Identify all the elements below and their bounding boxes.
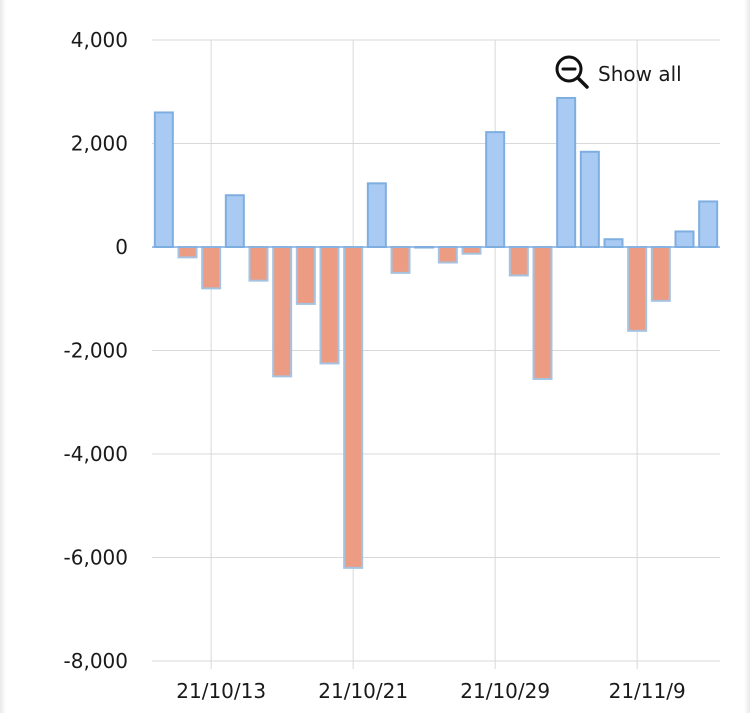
bar-negative bbox=[343, 246, 364, 569]
y-tick-label: -6,000 bbox=[64, 546, 128, 570]
y-tick-label: 2,000 bbox=[71, 132, 128, 156]
bar-positive bbox=[698, 200, 719, 249]
grid bbox=[152, 39, 720, 669]
show-all-button[interactable]: Show all bbox=[554, 54, 682, 94]
x-tick-label: 21/10/21 bbox=[318, 679, 408, 703]
show-all-label: Show all bbox=[598, 62, 682, 86]
zoom-out-icon bbox=[554, 54, 590, 94]
bar-positive bbox=[603, 238, 624, 249]
bar-negative bbox=[248, 246, 269, 282]
bar-negative bbox=[272, 246, 293, 378]
left-edge-shadow bbox=[0, 0, 6, 713]
bar-negative bbox=[532, 246, 553, 380]
right-edge-shadow bbox=[744, 0, 750, 713]
bar-positive bbox=[556, 96, 577, 248]
bar-positive bbox=[674, 230, 695, 249]
bar-negative bbox=[650, 246, 671, 302]
y-tick-label: -8,000 bbox=[64, 649, 128, 673]
bar-positive bbox=[366, 182, 387, 249]
y-tick-label: 4,000 bbox=[71, 28, 128, 52]
x-axis-tick-labels: 21/10/13 21/10/21 21/10/29 21/11/9 bbox=[176, 679, 685, 703]
bar-negative bbox=[319, 246, 340, 365]
y-axis-tick-labels: 4,000 2,000 0 -2,000 -4,000 -6,000 -8,000 bbox=[64, 28, 128, 673]
y-tick-label: -2,000 bbox=[64, 339, 128, 363]
bar-negative bbox=[437, 246, 458, 264]
bar-negative bbox=[390, 246, 411, 274]
x-tick-label: 21/10/29 bbox=[460, 679, 550, 703]
bar-positive bbox=[485, 131, 506, 249]
bar-negative bbox=[177, 246, 198, 259]
bar-positive bbox=[579, 150, 600, 248]
y-tick-label: -4,000 bbox=[64, 442, 128, 466]
bars bbox=[153, 96, 719, 569]
bar-positive bbox=[224, 194, 245, 248]
bar-positive bbox=[153, 111, 174, 248]
x-tick-label: 21/11/9 bbox=[609, 679, 686, 703]
y-tick-label: 0 bbox=[115, 235, 128, 259]
x-tick-label: 21/10/13 bbox=[176, 679, 266, 703]
bar-negative bbox=[461, 246, 482, 255]
bar-negative bbox=[627, 246, 648, 332]
bar-negative bbox=[508, 246, 529, 277]
bar-negative bbox=[201, 246, 222, 290]
bar-negative bbox=[295, 246, 316, 305]
